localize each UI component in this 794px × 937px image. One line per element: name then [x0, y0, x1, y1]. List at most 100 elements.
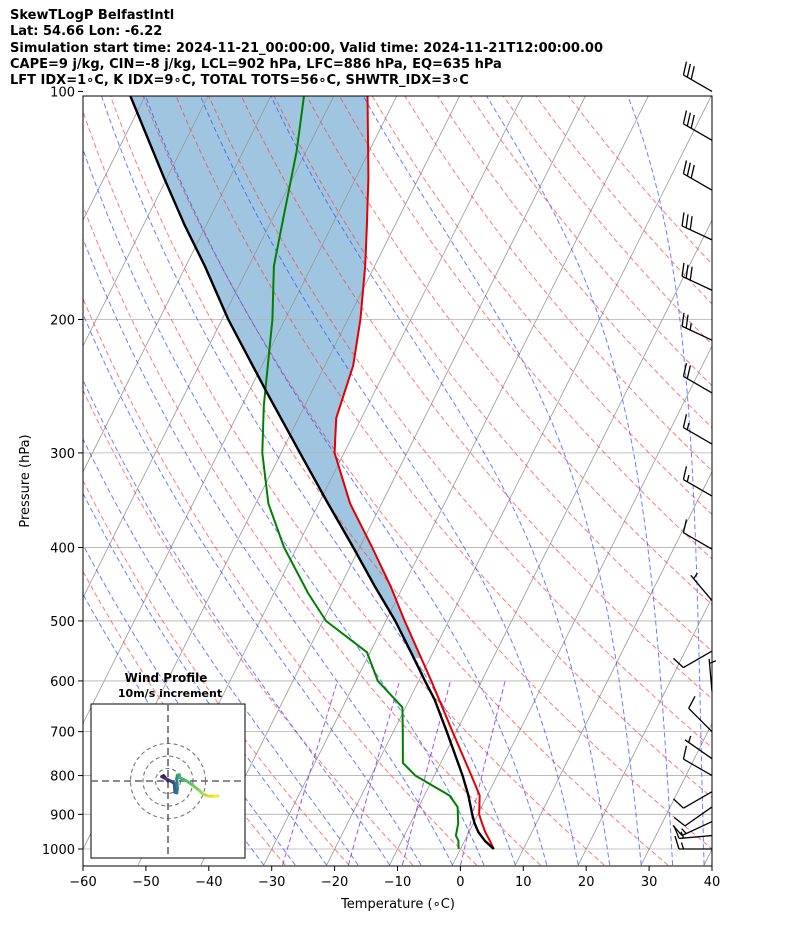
hodograph-inset: Wind Profile 10m/s increment [90, 671, 246, 859]
dry-adiabat-line [83, 388, 414, 866]
dry-adiabat-line [404, 96, 712, 472]
wind-barb [681, 262, 713, 291]
wind-barb-feather [686, 112, 691, 127]
isotherm-line [577, 596, 712, 866]
wind-barb-feather [686, 365, 691, 379]
wind-barb [673, 825, 713, 840]
wind-barb-feather [682, 363, 688, 377]
wind-barb-shaft [683, 74, 713, 93]
wind-barb [688, 695, 713, 733]
dry-adiabat-line [83, 109, 605, 866]
dry-adiabat-line [535, 96, 712, 305]
wind-barb-feather [686, 162, 691, 177]
wind-barb-half-feather [689, 323, 692, 331]
wind-barb [674, 835, 712, 850]
wind-barb [682, 745, 713, 777]
wind-barb-feather [682, 61, 688, 76]
wind-barb-feather [673, 657, 684, 669]
wind-barb-half-feather [686, 474, 690, 482]
wind-barb [682, 61, 713, 93]
wind-barb-shaft [683, 532, 713, 550]
cape-area-layer [130, 96, 422, 659]
wind-barb-shaft [681, 225, 713, 241]
wind-barb-feather [690, 114, 695, 129]
wind-barb-half-feather [686, 422, 690, 430]
dry-adiabat-line [83, 297, 477, 866]
axis-layer: −60 −50 −40 −30 −20 −10 0 10 20 30 40 100 200 300 400 5… [42, 85, 720, 890]
y-tick-label: 500 [50, 615, 75, 630]
x-tick-label: −40 [195, 875, 222, 890]
wind-barb [672, 820, 713, 837]
x-tick-label: 0 [456, 875, 464, 890]
wind-barb-shaft [684, 739, 713, 760]
isotherm-line [83, 96, 335, 599]
wind-barb [682, 414, 713, 445]
isotherm-line [767, 91, 794, 865]
y-tick-label: 700 [50, 726, 75, 741]
wind-barb-shaft [683, 123, 713, 141]
hodograph-subtitle: 10m/s increment [118, 687, 222, 700]
wind-barb-shaft [683, 478, 713, 497]
wind-barb-feather [673, 817, 686, 827]
chart-header: SkewTLogP BelfastIntl Lat: 54.66 Lon: -6… [10, 8, 790, 89]
wind-barb-half-feather [688, 735, 692, 743]
wind-barb-feather [685, 264, 689, 279]
hodograph-segment [175, 777, 179, 790]
temperature-profile-line [333, 96, 495, 850]
x-tick-label: 10 [515, 875, 532, 890]
x-tick-label: −10 [384, 875, 411, 890]
dry-adiabat-line [142, 96, 712, 850]
wind-barb-feather [681, 312, 685, 327]
isotherm-line [200, 96, 586, 866]
moist-adiabat-line [83, 237, 453, 866]
wind-barb [682, 160, 713, 191]
wind-barb-feather [690, 164, 695, 179]
wind-barb-shaft [684, 806, 713, 827]
moist-adiabat-line [83, 492, 328, 866]
dry-adiabat-line [240, 96, 712, 700]
x-tick-label: 40 [704, 875, 721, 890]
isotherm-line [83, 96, 398, 725]
wind-barb-feather [673, 798, 684, 809]
wind-barb-shaft [688, 707, 713, 733]
wind-barb-shaft [683, 758, 713, 777]
indices-line-2: LFT IDX=1∘C, K IDX=9∘C, TOTAL TOTS=56∘C,… [10, 73, 469, 89]
wind-barb [682, 466, 713, 497]
wind-barb-feather [674, 835, 680, 850]
moist-adiabat-line [101, 96, 516, 866]
wind-barb [682, 110, 713, 141]
moist-adiabat-line [145, 96, 548, 866]
y-tick-label: 800 [50, 770, 75, 785]
dry-adiabat-line [437, 96, 712, 429]
dewpoint-profile-line [261, 96, 460, 850]
wind-barb-feather [686, 63, 691, 78]
isotherm-line [0, 91, 84, 865]
moist-adiabat-line [362, 96, 642, 866]
y-tick-label: 100 [50, 85, 75, 100]
wind-barb [682, 519, 713, 550]
wind-barb-shaft [679, 834, 713, 840]
wind-barb-feather [690, 66, 695, 80]
isotherm-line [326, 96, 712, 866]
wind-barb-shaft [683, 375, 713, 394]
moist-adiabat-line [485, 96, 674, 866]
wind-barb-half-feather [680, 831, 685, 839]
y-tick-label: 600 [50, 675, 75, 690]
mixing-ratio-line [347, 680, 400, 866]
isotherm-line [83, 96, 209, 347]
isotherm-line [703, 848, 712, 866]
indices-line-1: CAPE=9 j/kg, CIN=-8 j/kg, LCL=902 hPa, L… [10, 56, 502, 72]
wind-barb [673, 806, 713, 827]
wind-barb-shaft [681, 820, 713, 837]
moist-adiabat-line [83, 378, 391, 866]
wind-barb-feather [688, 695, 696, 709]
y-tick-label: 200 [50, 313, 75, 328]
hodograph-plot [91, 704, 245, 858]
mixing-ratio-line [401, 680, 451, 866]
wind-barb-feather [685, 214, 689, 228]
wind-barb-feather [682, 110, 688, 124]
wind-barb-feather [681, 262, 685, 277]
y-tick-label: 1000 [42, 843, 75, 858]
wind-barb [681, 312, 713, 341]
